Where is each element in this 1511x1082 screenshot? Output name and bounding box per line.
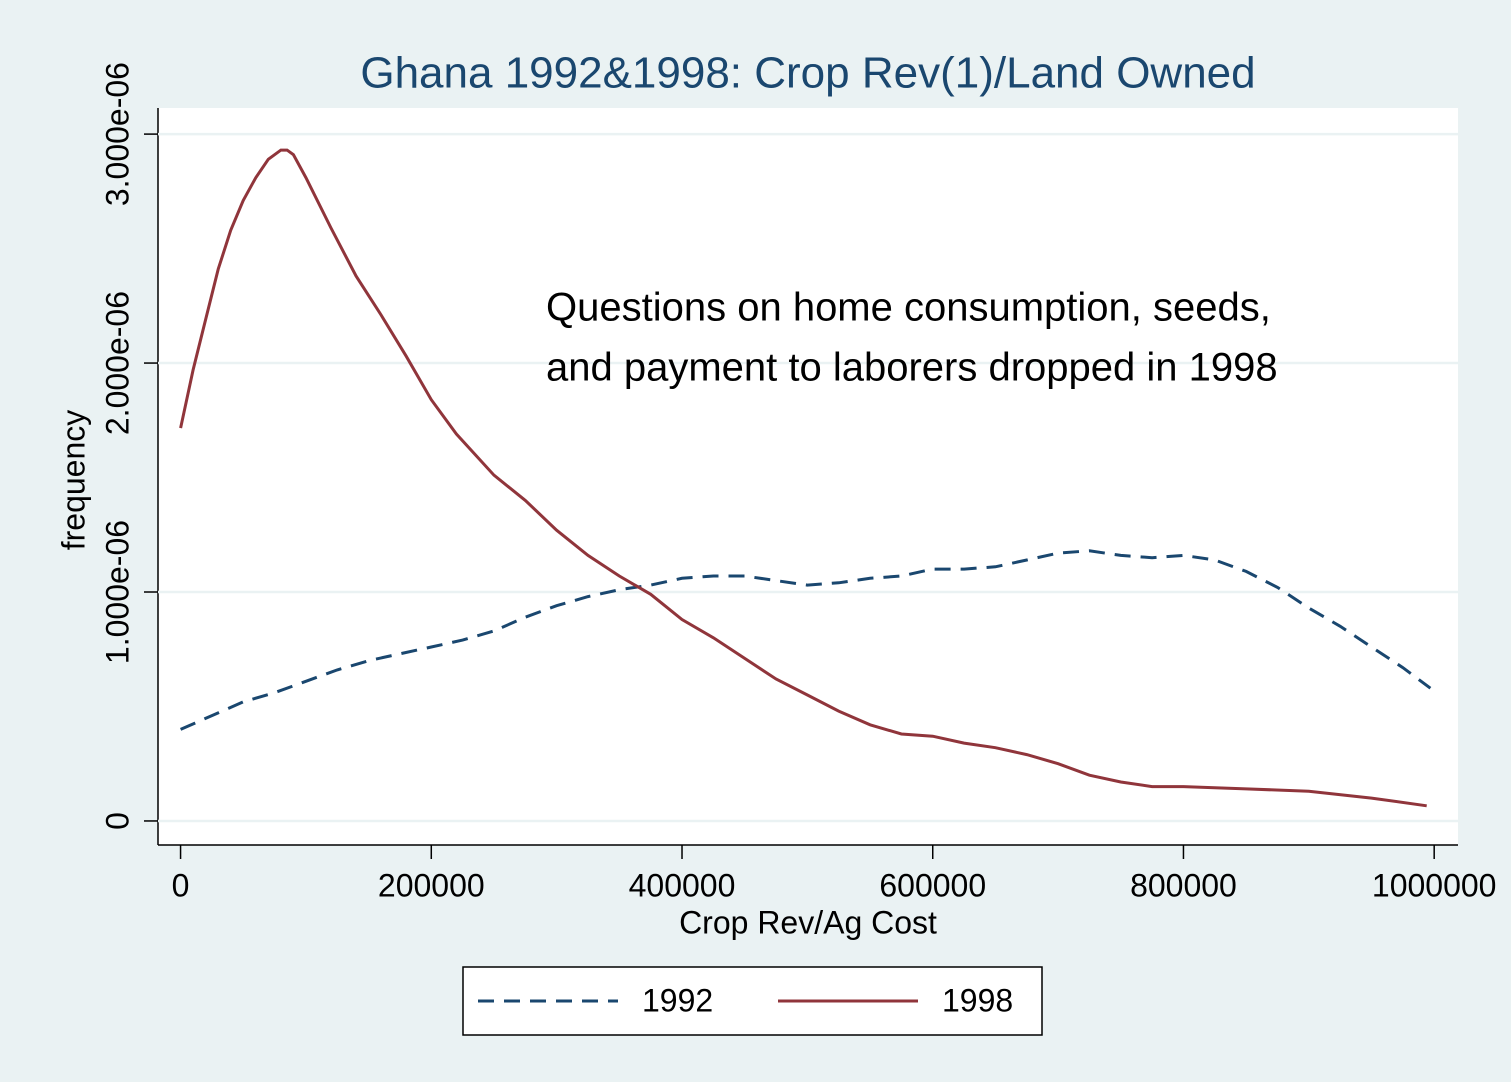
x-tick-label: 1000000 bbox=[1372, 867, 1497, 903]
x-tick-label: 0 bbox=[172, 867, 190, 903]
line-series bbox=[179, 549, 1432, 731]
y-tick-label: 2.000e-06 bbox=[99, 291, 135, 435]
chart-title: Ghana 1992&1998: Crop Rev(1)/Land Owned bbox=[360, 49, 1255, 98]
legend-label: 1992 bbox=[642, 982, 713, 1018]
x-tick-label: 400000 bbox=[629, 867, 736, 903]
x-tick-label: 600000 bbox=[879, 867, 986, 903]
annotation: Questions on home consumption, seeds, bbox=[546, 286, 1271, 330]
line-series bbox=[179, 148, 1427, 808]
y-axis-label: frequency bbox=[55, 410, 91, 551]
y-tick-label: 0 bbox=[99, 812, 135, 830]
x-axis-label: Crop Rev/Ag Cost bbox=[679, 904, 937, 940]
annotation: and payment to laborers dropped in 1998 bbox=[546, 346, 1278, 390]
plot-area bbox=[158, 108, 1458, 845]
y-tick-label: 3.000e-06 bbox=[99, 62, 135, 206]
x-tick-label: 200000 bbox=[378, 867, 485, 903]
y-tick-label: 1.000e-06 bbox=[99, 520, 135, 664]
legend-label: 1998 bbox=[942, 982, 1013, 1018]
x-tick-label: 800000 bbox=[1130, 867, 1237, 903]
